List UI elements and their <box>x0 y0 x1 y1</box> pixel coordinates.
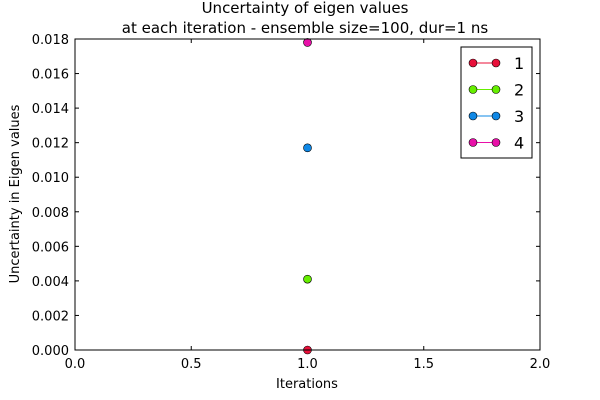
x-tick-label: 2.0 <box>530 357 551 372</box>
legend-marker <box>491 58 501 68</box>
legend-entry: 3 <box>468 107 524 126</box>
y-tick-label: 0.002 <box>32 309 69 324</box>
y-tick-label: 0.010 <box>32 171 69 186</box>
legend-entry: 4 <box>468 134 524 153</box>
data-point <box>303 38 312 47</box>
y-tick-label: 0.004 <box>32 275 69 290</box>
legend-marker <box>468 138 478 147</box>
x-tick-label: 1.0 <box>297 357 318 372</box>
legend-marker <box>468 111 478 121</box>
series-layer <box>303 38 312 355</box>
series-2 <box>303 274 312 284</box>
x-tick-label: 0.5 <box>181 357 202 372</box>
legend-label: 1 <box>514 54 524 73</box>
chart-title-line1: Uncertainty of eigen values <box>202 0 409 17</box>
legend-label: 3 <box>514 107 524 126</box>
legend-label: 2 <box>514 81 524 100</box>
y-tick-label: 0.014 <box>32 102 69 117</box>
legend-entry: 1 <box>468 54 524 73</box>
legend-marker <box>491 138 501 147</box>
plot-area <box>74 38 541 351</box>
legend: 1 2 3 4 <box>460 46 533 159</box>
legend-marker <box>468 58 478 68</box>
y-tick-label: 0.018 <box>32 33 69 48</box>
x-tick-label: 1.5 <box>413 357 434 372</box>
x-tick-label: 0.0 <box>65 357 86 372</box>
y-tick-label: 0.006 <box>32 240 69 255</box>
series-3 <box>303 143 312 153</box>
y-tick-label: 0.016 <box>32 68 69 83</box>
data-point <box>303 274 312 284</box>
legend-label: 4 <box>514 134 524 153</box>
legend-marker <box>491 85 501 94</box>
chart-title-line2: at each iteration - ensemble size=100, d… <box>122 19 489 37</box>
y-tick-label: 0.000 <box>32 344 69 359</box>
legend-marker <box>491 111 501 121</box>
x-axis-label: Iterations <box>276 377 338 392</box>
legend-marker <box>468 85 478 94</box>
data-point <box>303 143 312 153</box>
legend-entry: 2 <box>468 81 524 100</box>
y-tick-label: 0.012 <box>32 137 69 152</box>
series-4 <box>303 38 312 47</box>
y-axis-label: Uncertainty in Eigen values <box>8 104 23 283</box>
y-tick-label: 0.008 <box>32 206 69 221</box>
axis-ticks: 0.0 0.5 1.0 1.5 2.0 0.000 0.002 0.004 0.006 0.008… <box>32 33 551 372</box>
